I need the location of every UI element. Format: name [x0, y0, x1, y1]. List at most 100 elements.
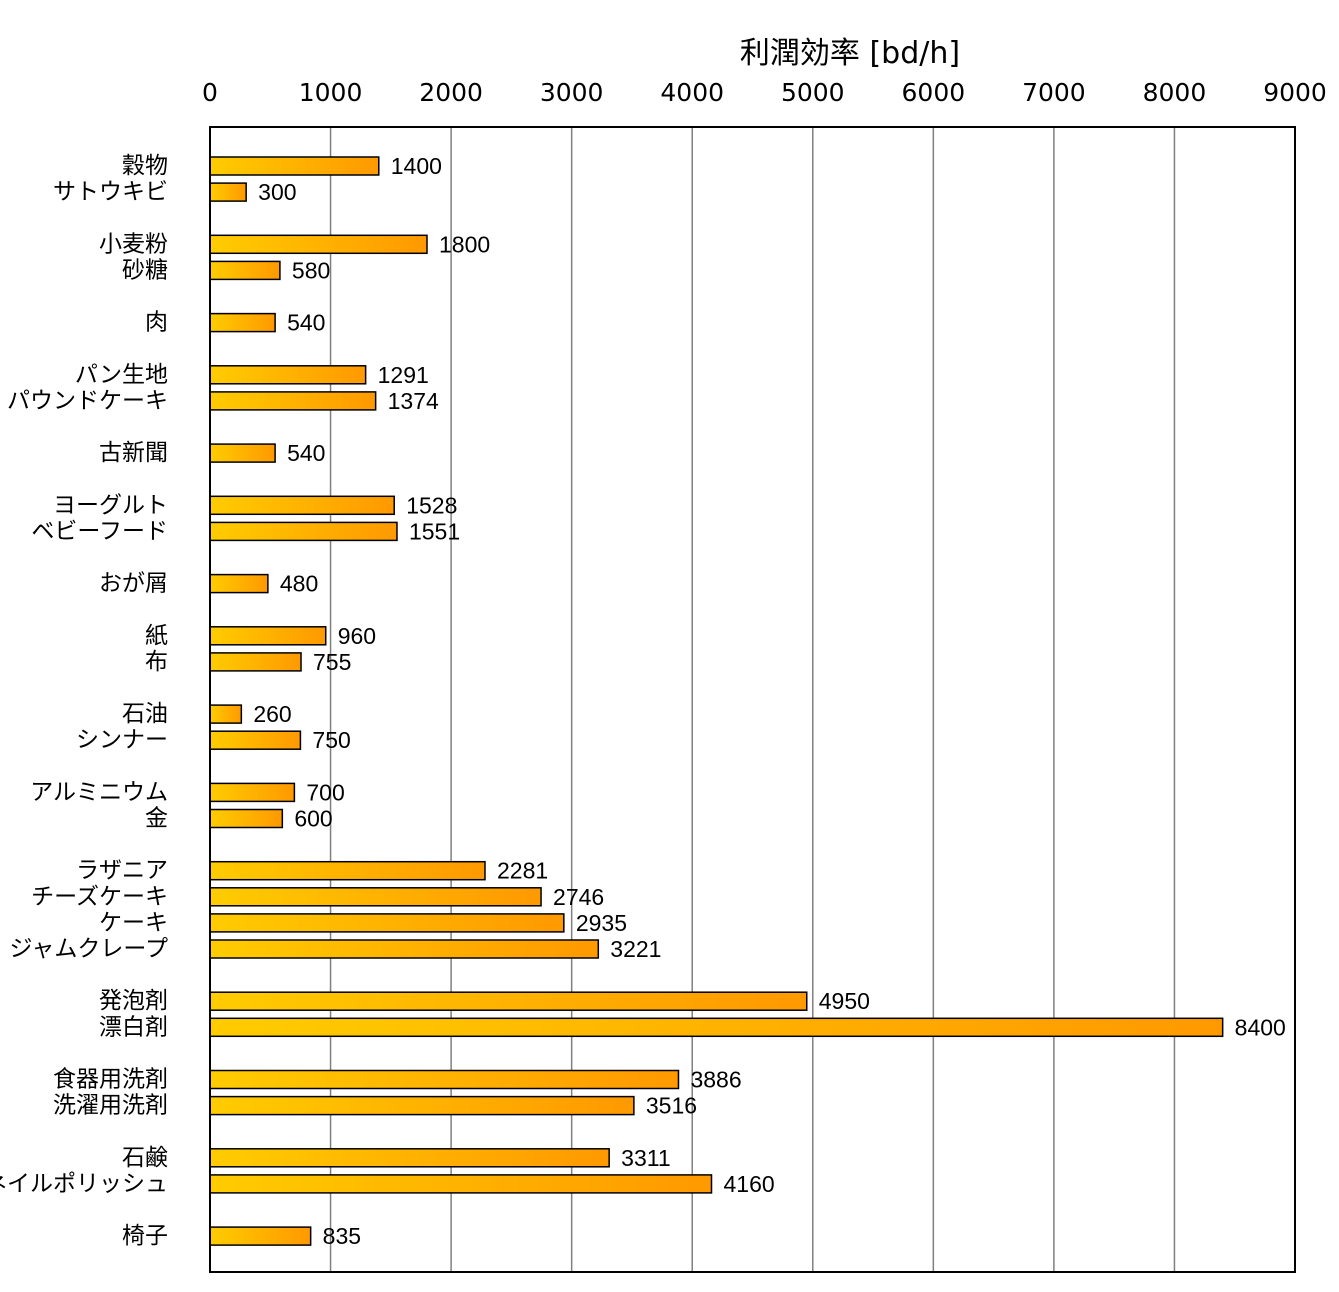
x-tick-label: 6000	[902, 78, 966, 107]
bar	[209, 1226, 312, 1246]
data-label: 8400	[1235, 1014, 1286, 1040]
category-label: 布	[145, 649, 168, 675]
category-label: パウンドケーキ	[7, 388, 168, 414]
x-tick-label: 7000	[1022, 78, 1086, 107]
bar	[209, 1148, 610, 1168]
bar	[209, 260, 281, 281]
bar	[209, 312, 276, 333]
bar	[209, 808, 284, 829]
category-label: 古新聞	[99, 440, 168, 466]
bar	[209, 495, 395, 516]
data-label: 260	[253, 701, 291, 727]
category-label: 石鹸	[122, 1145, 168, 1171]
x-tick-labels: 0 1000 2000 3000 4000 5000 6000 7000 8000 9000	[202, 78, 1327, 107]
category-labels: 穀物サトウキビ小麦粉砂糖肉パン生地パウンドケーキ古新聞ヨーグルトベビーフードおが…	[0, 153, 168, 1249]
bar	[209, 156, 380, 176]
bar	[209, 704, 243, 724]
x-tick-label: 1000	[299, 78, 363, 107]
category-label: サトウキビ	[53, 179, 168, 205]
bar	[209, 573, 269, 594]
data-label: 700	[306, 779, 344, 805]
data-label: 540	[287, 440, 325, 466]
bar	[209, 1095, 635, 1116]
x-tick-label: 4000	[660, 78, 724, 107]
x-tick-label: 5000	[781, 78, 845, 107]
data-label: 3311	[621, 1145, 670, 1171]
category-label: 金	[145, 806, 168, 832]
category-label: 食器用洗剤	[53, 1067, 168, 1093]
category-label: 洗濯用洗剤	[53, 1093, 168, 1119]
data-label: 1551	[409, 518, 460, 544]
category-label: ケーキ	[99, 910, 168, 936]
bar	[209, 652, 302, 672]
category-label: おが屑	[99, 571, 168, 597]
category-label: 穀物	[122, 153, 168, 179]
data-label: 2746	[553, 884, 604, 910]
bar	[209, 443, 276, 463]
category-label: ジャムクレープ	[10, 936, 168, 962]
x-tick-label: 8000	[1143, 78, 1207, 107]
data-label: 1528	[406, 492, 457, 518]
category-label: 肉	[145, 310, 168, 336]
x-tick-label: 9000	[1263, 78, 1327, 107]
bar	[209, 1174, 713, 1194]
category-label: チーズケーキ	[31, 884, 168, 910]
plot-frame	[209, 126, 1296, 1273]
bars	[209, 156, 1224, 1246]
data-label: 480	[280, 571, 318, 597]
data-label: 1291	[378, 362, 429, 388]
bar	[209, 1017, 1224, 1038]
category-label: ラザニア	[76, 858, 168, 884]
data-label: 3886	[690, 1067, 741, 1093]
category-label: ベビーフード	[31, 518, 168, 544]
category-label: 砂糖	[122, 257, 168, 283]
bar	[209, 860, 486, 881]
data-label: 540	[287, 310, 325, 336]
data-label: 1374	[388, 388, 439, 414]
bar	[209, 521, 398, 542]
data-label: 580	[292, 257, 330, 283]
bar	[209, 782, 296, 803]
gridlines	[329, 127, 1176, 1272]
bar	[209, 991, 808, 1011]
data-label: 2281	[497, 858, 548, 884]
category-label: シンナー	[76, 727, 168, 753]
data-label: 4950	[819, 988, 870, 1014]
data-label: 750	[312, 727, 350, 753]
category-label: 紙	[145, 623, 168, 649]
data-label: 2935	[576, 910, 627, 936]
data-label: 1800	[439, 231, 490, 257]
bar	[209, 939, 600, 959]
x-tick-label: 3000	[540, 78, 604, 107]
data-label: 300	[258, 179, 296, 205]
category-label: 小麦粉	[99, 231, 168, 257]
bar	[209, 730, 302, 750]
category-label: ヨーグルト	[53, 492, 168, 518]
category-label: 石油	[122, 701, 168, 727]
bar	[209, 391, 377, 411]
category-label: 漂白剤	[99, 1014, 168, 1040]
bar	[209, 182, 247, 202]
bar	[209, 626, 327, 646]
data-label: 3516	[646, 1093, 697, 1119]
category-label: ネイルポリッシュ	[0, 1171, 168, 1197]
bar	[209, 234, 428, 255]
data-label: 1400	[391, 153, 442, 179]
data-label: 960	[338, 623, 376, 649]
bar	[209, 913, 565, 933]
x-axis-title: 利潤効率 [bd/h]	[740, 36, 960, 71]
x-tick-label: 0	[202, 78, 218, 107]
bar	[209, 365, 367, 385]
x-tick-label: 2000	[419, 78, 483, 107]
data-label: 3221	[610, 936, 661, 962]
bar	[209, 887, 542, 907]
data-label: 600	[294, 806, 332, 832]
data-label: 755	[313, 649, 351, 675]
data-label: 835	[323, 1223, 361, 1249]
bar	[209, 1069, 680, 1090]
category-label: 椅子	[122, 1223, 168, 1249]
category-label: パン生地	[75, 362, 168, 388]
data-label: 4160	[724, 1171, 775, 1197]
